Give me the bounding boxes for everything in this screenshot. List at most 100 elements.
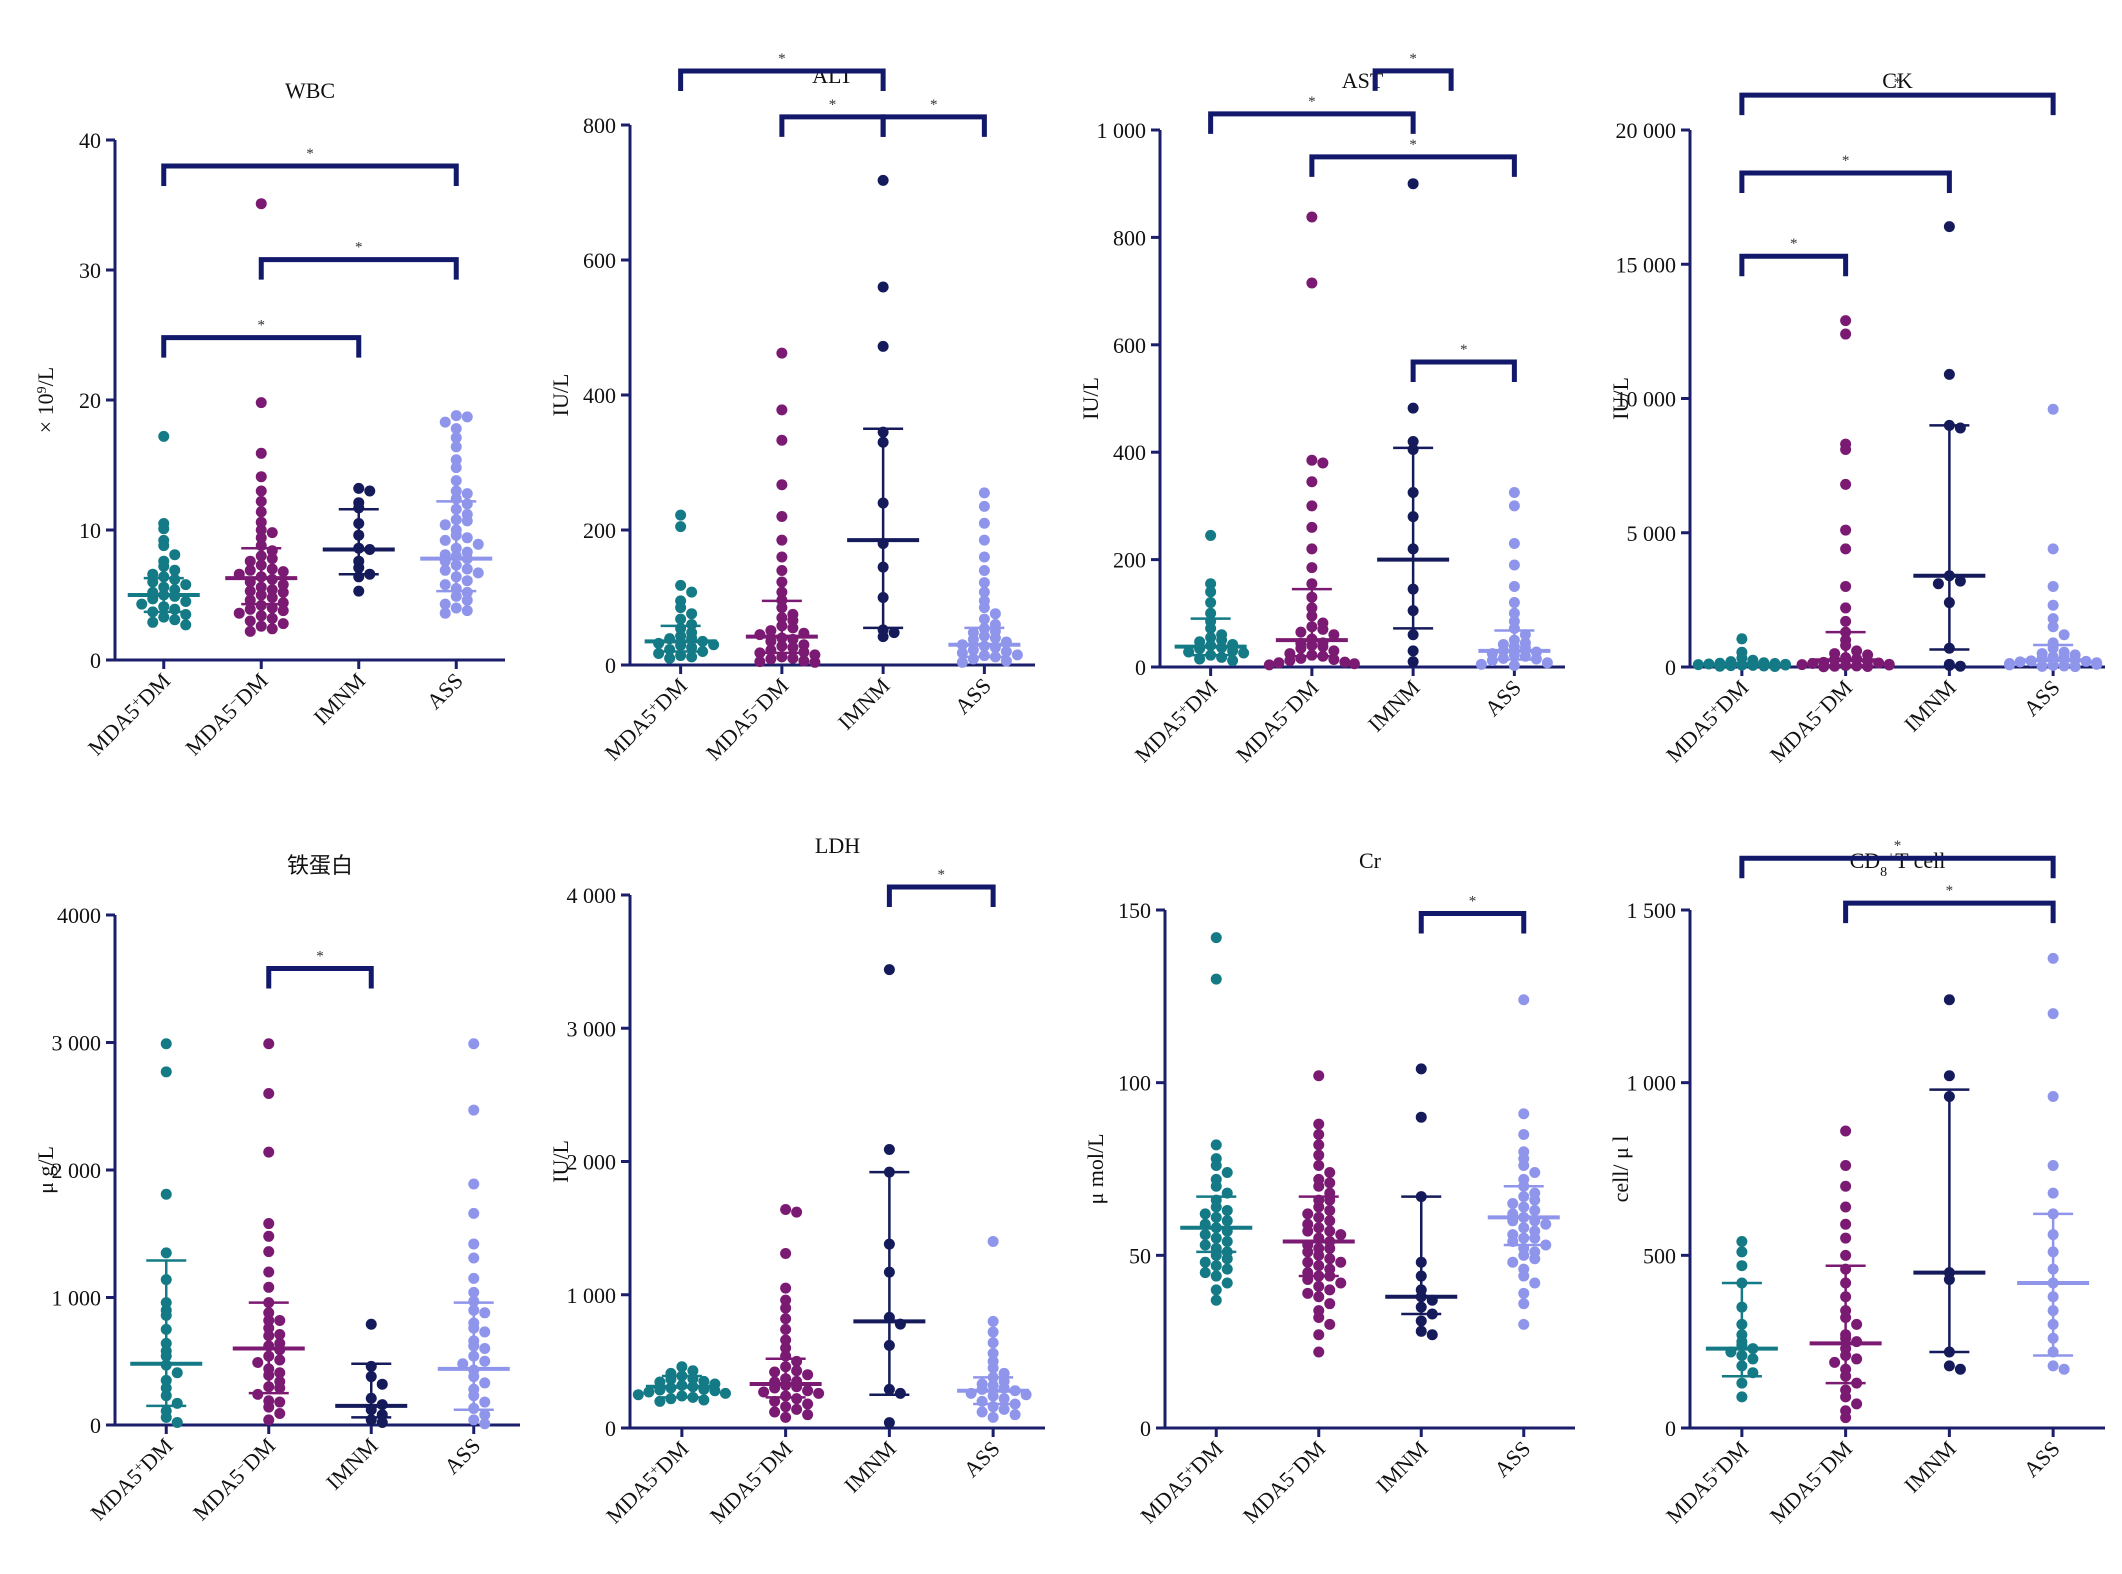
y-tick-label: 50 (1129, 1243, 1151, 1268)
data-point-mda5-dm (277, 618, 289, 630)
data-point-mda5-dm (169, 573, 181, 585)
data-point-mda5-dm (1205, 607, 1217, 619)
data-point-imnm (1954, 1363, 1966, 1375)
data-point-ass (2058, 1363, 2070, 1375)
data-point-mda5-dm (1313, 1329, 1325, 1341)
data-point-mda5-dm (1302, 1225, 1314, 1237)
data-point-imnm (1426, 1329, 1438, 1341)
data-point-mda5-dm (686, 608, 698, 620)
significance-star: * (1409, 137, 1417, 153)
data-point-ass (2091, 658, 2103, 670)
significance-bracket (886, 884, 996, 908)
data-point-ass (461, 563, 473, 575)
data-point-mda5-dm (160, 1411, 172, 1423)
data-point-mda5-dm (266, 553, 278, 565)
data-point-ass (479, 1377, 491, 1389)
data-point-ass (439, 598, 451, 610)
data-point-mda5-dm (765, 653, 777, 665)
data-point-mda5-dm (255, 516, 267, 528)
data-point-mda5-dm (1199, 1267, 1211, 1279)
x-tick-label-mda5-dm: MDA5+DM (1661, 675, 1753, 767)
data-point-ass (479, 1409, 491, 1421)
data-point-ass (978, 565, 990, 576)
data-point-mda5-dm (1328, 629, 1340, 641)
data-point-mda5-dm (1796, 659, 1808, 671)
data-point-ass (468, 1414, 480, 1426)
data-point-imnm (1415, 1063, 1427, 1075)
data-point-mda5-dm (1210, 932, 1222, 944)
x-tick-label-mda5-dm: MDA5+DM (1130, 675, 1222, 767)
data-point-mda5-dm (1221, 1166, 1233, 1178)
data-point-ass (468, 1295, 480, 1307)
data-point-ass (439, 519, 451, 531)
data-point-ass (468, 1272, 480, 1284)
data-point-ass (439, 534, 451, 546)
data-point-ass (967, 653, 979, 665)
data-point-mda5-dm (1851, 645, 1863, 657)
data-point-ass (2047, 1187, 2059, 1199)
data-point-ass (987, 1337, 999, 1349)
data-point-ass (461, 605, 473, 617)
data-point-imnm (364, 485, 376, 497)
data-point-ass (450, 462, 462, 474)
data-point-imnm (1943, 368, 1955, 380)
x-tick-label-imnm: IMNM (1371, 1436, 1433, 1498)
data-point-mda5-dm (1779, 659, 1791, 671)
data-point-mda5-dm (1851, 1353, 1863, 1365)
data-point-ass (472, 567, 484, 579)
y-tick-label: 1 500 (1627, 898, 1677, 923)
data-point-mda5-dm (1324, 1215, 1336, 1227)
data-point-ass (978, 534, 990, 546)
data-point-mda5-dm (263, 1281, 275, 1293)
data-point-mda5-dm (244, 555, 256, 567)
data-point-ass (2047, 952, 2059, 964)
significance-bracket (1739, 92, 2056, 116)
data-point-mda5-dm (1313, 1180, 1325, 1192)
data-point-mda5-dm (632, 1389, 644, 1401)
data-point-imnm (888, 627, 900, 639)
data-point-ass (461, 575, 473, 587)
data-point-ass (1530, 653, 1542, 665)
significance-bracket (880, 114, 987, 137)
data-point-ass (1518, 1298, 1530, 1310)
data-point-ass (2047, 1008, 2059, 1020)
x-tick-label-mda5-dm: MDA5+DM (1661, 1436, 1753, 1528)
data-point-mda5-dm (136, 598, 148, 610)
data-point-ass (479, 1343, 491, 1354)
data-point-mda5-dm (1199, 1229, 1211, 1241)
data-point-ass (1518, 1249, 1530, 1261)
significance-star: * (1308, 94, 1316, 110)
data-point-ass (1508, 559, 1520, 571)
data-point-mda5-dm (780, 1334, 792, 1346)
data-point-mda5-dm (1840, 524, 1852, 536)
data-point-imnm (1943, 221, 1955, 233)
data-point-ass (479, 1418, 491, 1430)
x-tick-label-imnm: IMNM (833, 673, 895, 735)
data-point-mda5-dm (263, 1401, 275, 1413)
data-point-mda5-dm (1829, 1356, 1841, 1368)
data-point-mda5-dm (1302, 1256, 1314, 1268)
data-point-ass (987, 1362, 999, 1374)
data-point-mda5-dm (263, 1246, 275, 1258)
data-point-mda5-dm (1324, 1318, 1336, 1330)
y-tick-label: 400 (1113, 440, 1146, 465)
data-point-mda5-dm (675, 521, 687, 533)
data-point-mda5-dm (1295, 652, 1307, 664)
data-point-imnm (894, 1387, 906, 1399)
data-point-ass (976, 1406, 988, 1418)
data-point-ass (2047, 1360, 2059, 1372)
data-point-ass (2047, 1090, 2059, 1102)
data-point-mda5-dm (1335, 1277, 1347, 1289)
data-point-mda5-dm (1205, 578, 1217, 590)
data-point-mda5-dm (791, 1365, 803, 1377)
data-point-mda5-dm (1210, 1139, 1222, 1151)
significance-bracket (161, 163, 459, 186)
data-point-mda5-dm (274, 1328, 286, 1340)
y-tick-label: 100 (1118, 1071, 1151, 1096)
y-tick-label: 1 000 (52, 1286, 102, 1311)
data-point-mda5-dm (1313, 1291, 1325, 1303)
data-point-mda5-dm (255, 532, 267, 544)
chart-title: Cr (1359, 848, 1382, 873)
data-point-mda5-dm (1199, 1208, 1211, 1220)
data-point-mda5-dm (1317, 457, 1329, 469)
